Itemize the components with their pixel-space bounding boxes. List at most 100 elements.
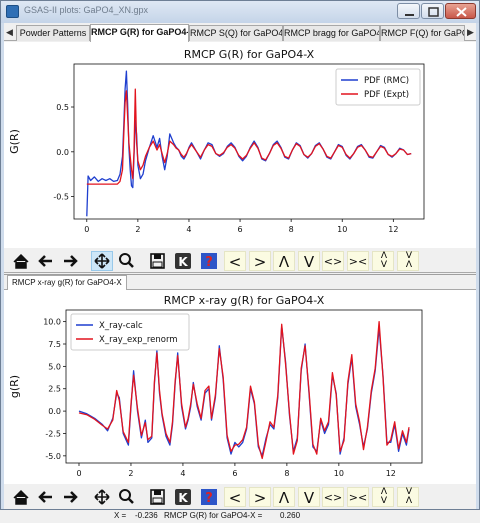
plot-canvas-top[interactable]: RMCP G(R) for GaPO4-X G(R) 0 2 4 6 8 10 12 -0.5 0.…	[4, 42, 476, 248]
series-line-1	[86, 88, 412, 185]
expand-vertical-top-label: Λ	[380, 251, 388, 261]
svg-text:?: ?	[205, 491, 213, 506]
title-bar: GSAS-II plots: GaPO4_XN.gpx	[1, 1, 479, 23]
tab-rmcp-fq[interactable]: RMCP F(Q) for GaPO4-X	[380, 25, 465, 41]
plot-frame	[73, 63, 425, 220]
arrow-left-icon[interactable]: ◀	[6, 27, 13, 37]
arrow-right-icon[interactable]: ▶	[467, 27, 474, 37]
x-tick-label: 2	[135, 225, 140, 234]
legend	[70, 313, 190, 351]
svg-text:K: K	[178, 255, 188, 269]
status-bar: X = -0.236 RMCP G(R) for GaPO4-X = 0.260	[4, 509, 476, 523]
forward-arrow-icon[interactable]	[59, 487, 81, 507]
zoom-icon[interactable]	[116, 487, 138, 507]
series-line-0	[86, 70, 412, 217]
save-icon[interactable]	[147, 251, 169, 271]
minimize-button[interactable]	[397, 3, 420, 19]
chart-title: RMCP G(R) for GaPO4-X	[184, 48, 315, 61]
compress-horizontal-button[interactable]: ><	[347, 251, 369, 271]
plot-tabbar: ◀ Powder Patterns RMCP G(R) for GaPO4-X …	[4, 24, 476, 42]
xray-gr-chart: RMCP x-ray g(R) for GaPO4-X g(R) 0 2 4 6 8 10 12…	[8, 294, 423, 478]
series-line-1	[78, 320, 410, 460]
shift-down-button[interactable]: V	[298, 251, 320, 271]
tab-rmcp-bragg[interactable]: RMCP bragg for GaPO4-X	[283, 25, 380, 41]
expand-vertical-button[interactable]: Λ V	[372, 251, 394, 271]
expand-vertical-bottom-label: V	[380, 496, 388, 506]
x-tick-label: 4	[180, 469, 185, 478]
shift-left-button[interactable]: <	[224, 251, 246, 271]
expand-vertical-button[interactable]: Λ V	[372, 487, 394, 507]
y-tick-label: 10.0	[43, 318, 61, 327]
splitter[interactable]	[4, 274, 476, 275]
shift-up-button[interactable]: Λ	[273, 251, 295, 271]
compress-horizontal-button[interactable]: ><	[347, 487, 369, 507]
pan-icon[interactable]	[91, 487, 113, 507]
expand-vertical-top-label: Λ	[380, 487, 388, 497]
k-key-button[interactable]: K	[172, 487, 194, 507]
y-tick-label: 0.0	[56, 148, 69, 157]
status-x-value: -0.236	[135, 511, 158, 520]
compress-vertical-top-label: V	[405, 487, 413, 497]
compress-vertical-button[interactable]: V Λ	[397, 487, 419, 507]
help-icon[interactable]: ?	[198, 487, 220, 507]
shift-right-button[interactable]: >	[249, 487, 271, 507]
shift-down-button[interactable]: V	[298, 487, 320, 507]
x-tick-label: 8	[284, 469, 289, 478]
x-tick-label: 6	[238, 225, 243, 234]
svg-text:K: K	[178, 491, 188, 505]
y-tick-label: 2.5	[48, 385, 61, 394]
home-icon[interactable]	[10, 251, 32, 271]
pan-icon[interactable]	[91, 251, 113, 271]
back-arrow-icon[interactable]	[35, 487, 57, 507]
legend	[335, 68, 421, 106]
shift-right-button[interactable]: >	[249, 251, 271, 271]
x-tick-label: 12	[386, 469, 396, 478]
sub-tabbar: RMCP x-ray g(R) for GaPO4-X	[4, 275, 476, 290]
y-tick-label: 0.0	[48, 407, 61, 416]
x-tick-label: 10	[337, 225, 347, 234]
status-y-value: 0.260	[280, 511, 301, 520]
plot-frame	[65, 309, 423, 464]
expand-vertical-bottom-label: V	[380, 260, 388, 270]
compress-vertical-bottom-label: Λ	[405, 260, 413, 270]
y-tick-label: -5.0	[45, 452, 61, 461]
expand-horizontal-button[interactable]: <>	[322, 487, 344, 507]
x-tick-label: 0	[76, 469, 81, 478]
back-arrow-icon[interactable]	[35, 251, 57, 271]
app-icon	[6, 5, 19, 18]
k-key-button[interactable]: K	[172, 251, 194, 271]
shift-left-button[interactable]: <	[224, 487, 246, 507]
chart-title: RMCP x-ray g(R) for GaPO4-X	[164, 294, 325, 307]
gr-chart: RMCP G(R) for GaPO4-X G(R) 0 2 4 6 8 10 12 -0.5 0.…	[8, 48, 425, 234]
tab-rmcp-sq[interactable]: RMCP S(Q) for GaPO4-X	[189, 25, 283, 41]
legend-label-0: X_ray-calc	[99, 321, 143, 331]
close-button[interactable]	[445, 3, 476, 19]
y-tick-label: -0.5	[53, 193, 69, 202]
y-tick-label: 0.5	[56, 103, 69, 112]
maximize-button[interactable]	[421, 3, 444, 19]
compress-vertical-button[interactable]: V Λ	[397, 251, 419, 271]
tab-powder-patterns[interactable]: Powder Patterns	[16, 25, 90, 41]
shift-up-button[interactable]: Λ	[273, 487, 295, 507]
forward-arrow-icon[interactable]	[59, 251, 81, 271]
x-tick-label: 12	[388, 225, 398, 234]
tab-xray-gr[interactable]: RMCP x-ray g(R) for GaPO4-X	[7, 275, 127, 290]
y-axis-label: G(R)	[8, 129, 21, 154]
compress-vertical-bottom-label: Λ	[405, 496, 413, 506]
tab-rmcp-gr[interactable]: RMCP G(R) for GaPO4-X	[90, 24, 189, 42]
compress-vertical-top-label: V	[405, 251, 413, 261]
status-x-label: X =	[114, 511, 127, 520]
x-tick-label: 6	[232, 469, 237, 478]
save-icon[interactable]	[147, 487, 169, 507]
expand-horizontal-button[interactable]: <>	[322, 251, 344, 271]
plot-canvas-bottom[interactable]: RMCP x-ray g(R) for GaPO4-X g(R) 0 2 4 6 8 10 12…	[4, 290, 476, 484]
x-tick-label: 0	[84, 225, 89, 234]
help-icon[interactable]: ?	[198, 251, 220, 271]
y-tick-label: -2.5	[45, 429, 61, 438]
plot-toolbar-top: K ? < > Λ V <> >< Λ V V Λ	[4, 249, 476, 273]
home-icon[interactable]	[10, 487, 32, 507]
zoom-icon[interactable]	[116, 251, 138, 271]
svg-text:?: ?	[205, 255, 213, 270]
legend-label-0: PDF (RMC)	[364, 76, 409, 86]
